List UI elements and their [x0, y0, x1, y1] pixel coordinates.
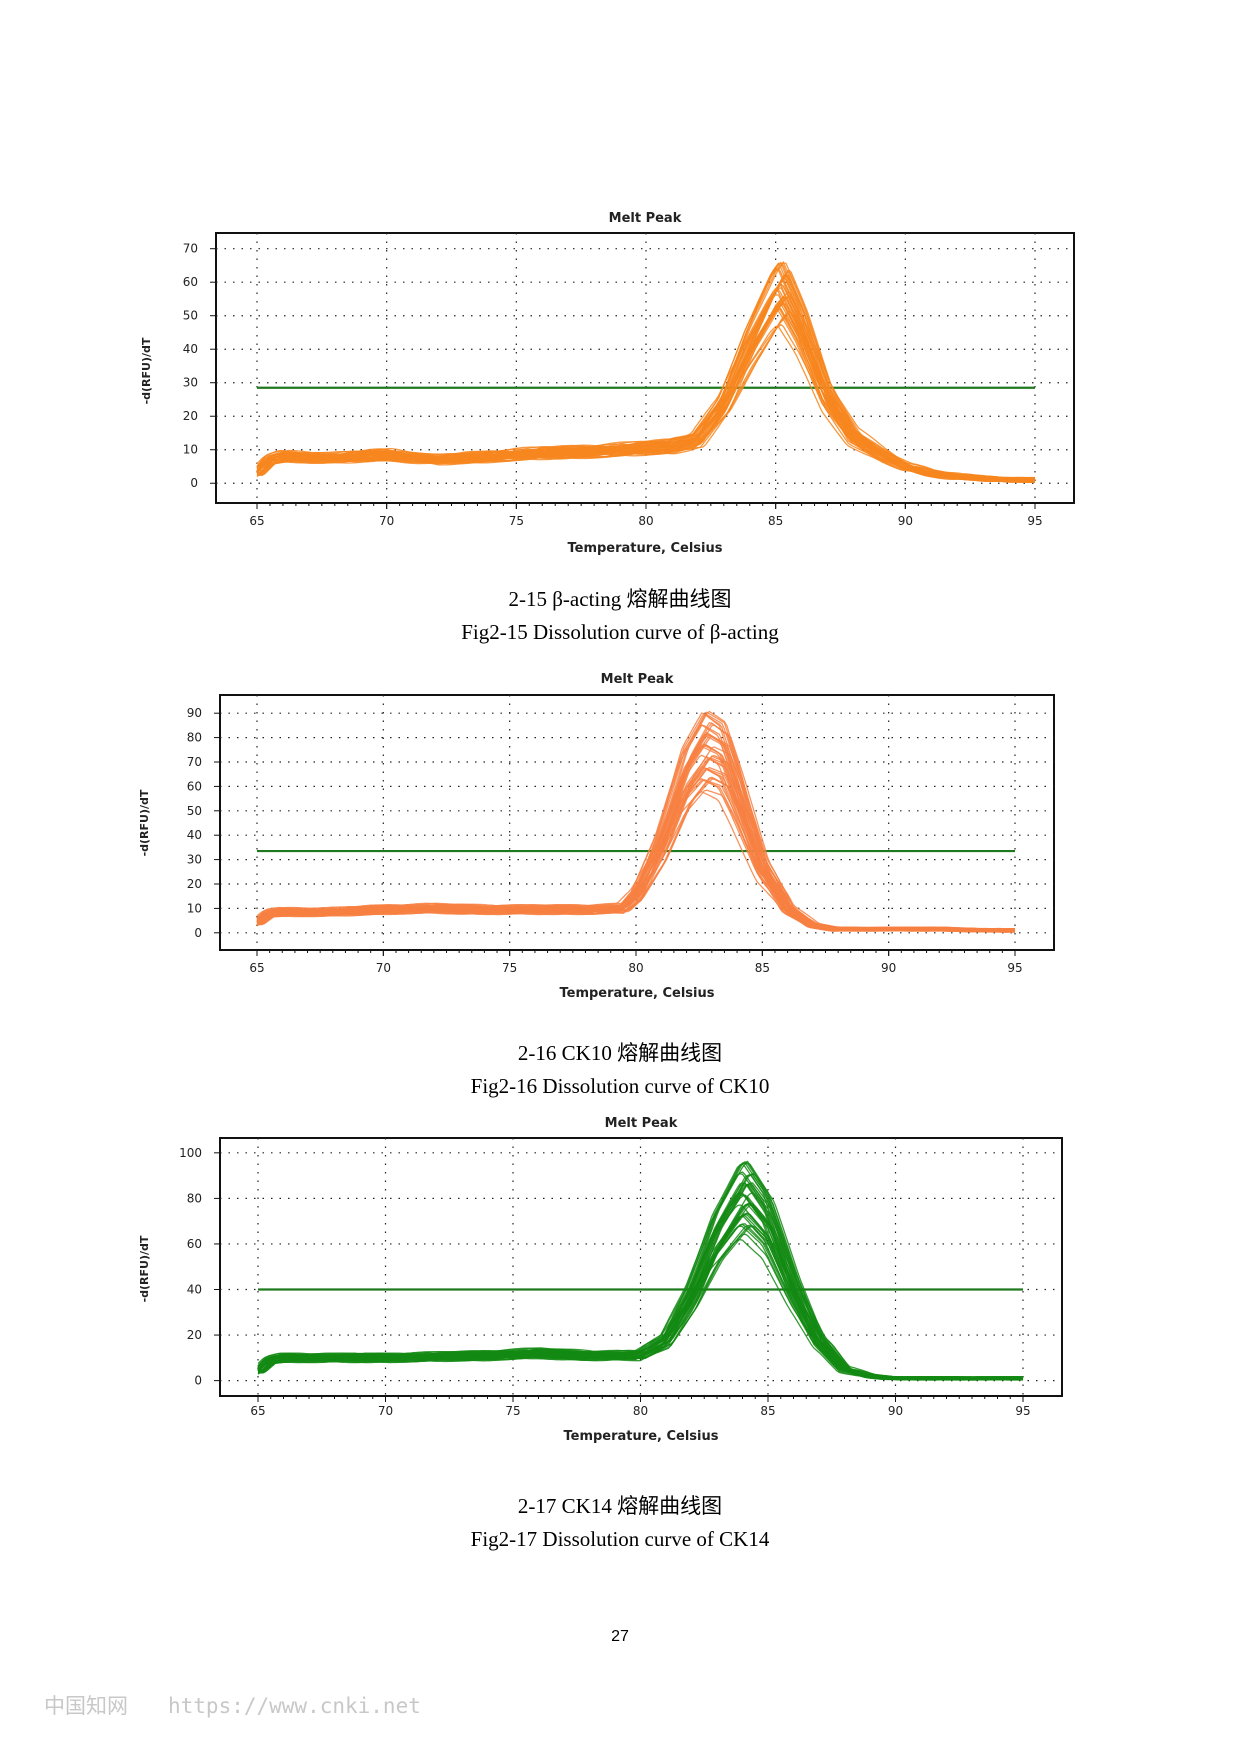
melt-curve-series — [256, 294, 1036, 480]
y-tick-label: 0 — [190, 476, 198, 490]
page-number: 27 — [611, 1628, 629, 1645]
figure-caption-en: Fig2-16 Dissolution curve of CK10 — [470, 1074, 770, 1098]
figure-caption-en: Fig2-15 Dissolution curve of β-acting — [461, 620, 779, 644]
y-tick-label: 0 — [194, 926, 202, 940]
watermark-cn: 中国知网 — [44, 1694, 128, 1718]
x-tick-label: 90 — [888, 1404, 903, 1418]
y-tick-label: 70 — [187, 755, 202, 769]
melt-curve-series — [257, 1233, 1024, 1381]
y-tick-label: 80 — [187, 731, 202, 745]
melt-curve-series — [256, 323, 1036, 482]
y-tick-label: 20 — [183, 409, 198, 423]
y-tick-label: 10 — [183, 443, 198, 457]
x-tick-label: 95 — [1027, 514, 1042, 528]
y-tick-label: 20 — [187, 877, 202, 891]
melt-peak-chart-beta-acting: Melt Peak 65 70 75 80 85 90 95 0 10 20 30 40 50 60 70 Te… — [140, 211, 1075, 556]
x-tick-label: 80 — [628, 961, 643, 975]
melt-curve-series — [256, 310, 1036, 483]
x-axis-label: Temperature, Celsius — [560, 986, 715, 1001]
chart-title: Melt Peak — [601, 672, 674, 687]
x-tick-label: 80 — [638, 514, 653, 528]
y-tick-label: 10 — [187, 901, 202, 915]
figure-caption-cn: 2-16 CK10 熔解曲线图 — [517, 1041, 723, 1065]
x-tick-label: 95 — [1015, 1404, 1030, 1418]
x-tick-label: 75 — [502, 961, 517, 975]
y-tick-label: 40 — [183, 342, 198, 356]
y-tick-label: 0 — [194, 1374, 202, 1388]
x-tick-label: 90 — [881, 961, 896, 975]
y-tick-label: 30 — [183, 376, 198, 390]
x-tick-label: 70 — [378, 1404, 393, 1418]
y-tick-label: 40 — [187, 1283, 202, 1297]
y-tick-label: 50 — [187, 804, 202, 818]
y-axis-label: -d(RFU)/dT — [138, 789, 151, 856]
chart-title: Melt Peak — [605, 1116, 678, 1131]
melt-curve-series — [257, 1225, 1023, 1381]
melt-peak-chart-ck10: Melt Peak 65 70 75 80 85 90 95 0 10 20 30 40 50 60 70 80… — [138, 672, 1055, 1001]
melt-curve-series — [256, 308, 1036, 482]
x-tick-label: 85 — [760, 1404, 775, 1418]
y-tick-label: 60 — [183, 275, 198, 289]
figure-caption-cn: 2-17 CK14 熔解曲线图 — [517, 1494, 723, 1518]
y-tick-label: 60 — [187, 779, 202, 793]
x-tick-label: 65 — [250, 1404, 265, 1418]
melt-curve-series — [257, 1225, 1024, 1381]
y-tick-label: 100 — [179, 1146, 202, 1160]
y-tick-label: 30 — [187, 853, 202, 867]
y-axis-label: -d(RFU)/dT — [138, 1235, 151, 1302]
x-axis-label: Temperature, Celsius — [564, 1429, 719, 1444]
x-tick-label: 85 — [768, 514, 783, 528]
x-axis-label: Temperature, Celsius — [568, 541, 723, 556]
y-tick-label: 50 — [183, 309, 198, 323]
melt-curve-series — [256, 307, 1036, 483]
melt-curves — [256, 710, 1016, 933]
chart-title: Melt Peak — [609, 211, 682, 226]
x-tick-label: 65 — [249, 961, 264, 975]
x-tick-label: 70 — [379, 514, 394, 528]
y-tick-label: 70 — [183, 242, 198, 256]
x-tick-label: 85 — [755, 961, 770, 975]
y-tick-label: 20 — [187, 1328, 202, 1342]
watermark-url: https://www.cnki.net — [168, 1694, 421, 1718]
x-tick-label: 95 — [1007, 961, 1022, 975]
melt-curve-series — [256, 789, 1015, 933]
melt-curve-series — [256, 778, 1016, 933]
y-tick-label: 90 — [187, 706, 202, 720]
figure-caption-en: Fig2-17 Dissolution curve of CK14 — [470, 1527, 770, 1551]
figure-caption-cn: 2-15 β-acting 熔解曲线图 — [508, 587, 732, 611]
x-tick-label: 70 — [376, 961, 391, 975]
y-axis-label: -d(RFU)/dT — [140, 337, 153, 404]
y-tick-label: 40 — [187, 828, 202, 842]
x-tick-label: 80 — [633, 1404, 648, 1418]
x-tick-label: 90 — [898, 514, 913, 528]
y-tick-label: 80 — [187, 1191, 202, 1205]
melt-peak-chart-ck14: Melt Peak 65 70 75 80 85 90 95 0 20 40 60 80 100 Tempe… — [138, 1116, 1063, 1444]
x-tick-label: 75 — [509, 514, 524, 528]
melt-curves — [256, 260, 1036, 484]
x-tick-label: 65 — [249, 514, 264, 528]
melt-curves — [257, 1160, 1024, 1381]
y-tick-label: 60 — [187, 1237, 202, 1251]
watermark: 中国知网 https://www.cnki.net — [44, 1690, 421, 1720]
x-tick-label: 75 — [505, 1404, 520, 1418]
